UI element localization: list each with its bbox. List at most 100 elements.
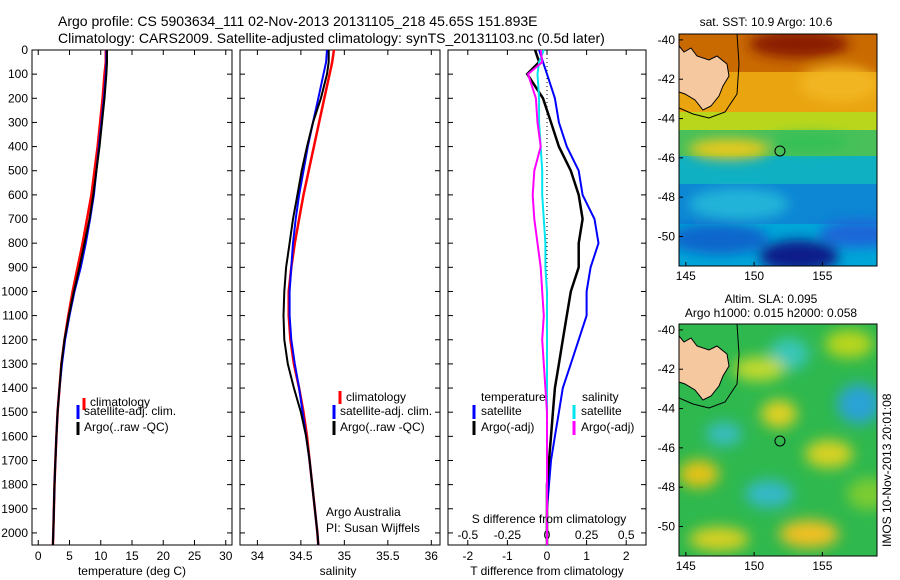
temperature-axis-ticks: 0 5 10 15 20 25 30 (35, 50, 233, 563)
lon-tick-label: 145 (676, 559, 696, 573)
depth-tick-label: 1300 (1, 357, 28, 371)
s-tick-label: 0.5 (618, 528, 635, 542)
x-tick-label: 34 (251, 549, 265, 563)
temperature-xlabel: temperature (deg C) (78, 564, 186, 578)
s-difference-axis-ticks: -0.5-0.2500.250.5 (457, 528, 634, 542)
depth-tick-label: 700 (8, 212, 28, 226)
sla-map-image (679, 324, 877, 556)
sla-lat-ticks: -40 -42 -44 -46 -48 -50 (658, 323, 683, 534)
difference-series (525, 49, 600, 545)
x-tick-label: 0 (35, 549, 42, 563)
salinity-xlabel: salinity (320, 564, 357, 578)
temperature-plot-frame (31, 49, 233, 546)
legend-label-s-satellite: satellite (581, 404, 622, 418)
temperature-argo-diff-line (525, 49, 584, 545)
difference-legend: temperature satellite Argo(-adj) salinit… (472, 390, 634, 435)
legend-label-s-argo: Argo(-adj) (581, 420, 634, 434)
x-tick-label: 5 (66, 549, 73, 563)
lat-tick-label: -48 (658, 190, 676, 204)
sla-map-panel: Altim. SLA: 0.095 Argo h1000: 0.015 h200… (658, 292, 878, 573)
depth-tick-label: 300 (8, 115, 28, 129)
salinity-depth-ticks (240, 49, 440, 534)
depth-tick-label: 1700 (1, 453, 28, 467)
legend-label-climatology: climatology (346, 390, 406, 404)
x-tick-label: 1 (583, 549, 590, 563)
sla-map-frame (678, 323, 878, 557)
lat-tick-label: -46 (658, 441, 676, 455)
salinity-argo-diff-line (526, 49, 548, 545)
salinity-axis-ticks: 34 34.5 35 35.5 36 (251, 50, 439, 563)
depth-tick-label: 500 (8, 164, 28, 178)
lon-tick-label: 150 (744, 269, 764, 283)
lat-tick-label: -40 (658, 33, 676, 47)
lat-tick-label: -42 (658, 362, 676, 376)
lat-tick-label: -48 (658, 480, 676, 494)
legend-label-argo: Argo(..raw -QC) (340, 420, 425, 434)
lon-tick-label: 145 (676, 269, 696, 283)
x-tick-label: 25 (188, 549, 202, 563)
s-tick-label: -0.25 (494, 528, 522, 542)
series-line-argo-raw-qc- (282, 50, 330, 546)
depth-tick-label: 1200 (1, 333, 28, 347)
legend-label-t-argo: Argo(-adj) (481, 420, 534, 434)
depth-tick-label: 1600 (1, 429, 28, 443)
x-tick-label: -1 (502, 549, 513, 563)
lat-tick-label: -44 (658, 112, 676, 126)
x-tick-label: 35 (338, 549, 352, 563)
depth-tick-label: 2000 (1, 526, 28, 540)
depth-tick-label: 900 (8, 260, 28, 274)
depth-axis-ticks: 0 100 200 300 400 500 600 700 800 900 1000 1100 1200… (1, 43, 232, 540)
temperature-profile-panel: 0100200300400500600700800900100011001200… (1, 43, 232, 578)
temperature-satellite-diff-line (538, 49, 600, 545)
x-tick-label: 2 (623, 549, 630, 563)
lat-tick-label: -46 (658, 151, 676, 165)
sst-map-frame (678, 33, 878, 267)
t-difference-xlabel: T difference from climatology (470, 564, 624, 578)
lat-tick-label: -50 (658, 230, 676, 244)
temperature-series (51, 50, 108, 546)
x-tick-label: 34.5 (289, 549, 313, 563)
lat-tick-label: -50 (658, 520, 676, 534)
legend-label-satellite: satellite-adj. clim. (84, 404, 176, 418)
s-tick-label: -0.5 (457, 528, 478, 542)
legend-heading-temperature: temperature (481, 390, 546, 404)
figure-title-line2: Climatology: CARS2009. Satellite-adjuste… (58, 30, 605, 46)
depth-tick-label: 0 (21, 43, 28, 57)
annotation-pi: PI: Susan Wijffels (326, 521, 420, 535)
depth-tick-label: 1800 (1, 478, 28, 492)
sst-map-image (679, 34, 877, 266)
sst-argo-location-marker (774, 145, 786, 157)
lat-tick-label: -44 (658, 402, 676, 416)
sst-lat-ticks: -40 -42 -44 -46 -48 -50 (658, 33, 683, 244)
x-tick-label: 0 (544, 549, 551, 563)
x-tick-label: 36 (425, 549, 439, 563)
salinity-legend: climatology satellite-adj. clim. Argo(..… (332, 390, 432, 435)
legend-heading-salinity: salinity (582, 390, 619, 404)
sst-map-panel: sat. SST: 10.9 Argo: 10.6 (658, 15, 878, 283)
sst-map-title: sat. SST: 10.9 Argo: 10.6 (700, 15, 833, 29)
difference-depth-ticks (448, 49, 646, 534)
depth-tick-label: 1400 (1, 381, 28, 395)
depth-tick-label: 200 (8, 91, 28, 105)
x-tick-label: 10 (94, 549, 108, 563)
lon-tick-label: 155 (812, 269, 832, 283)
depth-tick-label: 1000 (1, 284, 28, 298)
temperature-legend: climatology satellite-adj. clim. Argo(..… (76, 395, 176, 435)
figure-title-line1: Argo profile: CS 5903634_111 02-Nov-2013… (58, 13, 538, 29)
legend-label-t-satellite: satellite (481, 404, 522, 418)
sla-argo-location-marker (774, 435, 786, 447)
x-tick-label: 20 (157, 549, 171, 563)
depth-tick-label: 800 (8, 236, 28, 250)
x-tick-label: 35.5 (376, 549, 400, 563)
s-tick-label: 0.25 (575, 528, 599, 542)
sla-map-title-line1: Altim. SLA: 0.095 (725, 292, 818, 306)
legend-label-climatology: climatology (90, 395, 150, 409)
depth-tick-label: 400 (8, 140, 28, 154)
legend-label-satellite: satellite-adj. clim. (340, 404, 432, 418)
lon-tick-label: 150 (744, 559, 764, 573)
sla-map-title-line2: Argo h1000: 0.015 h2000: 0.058 (685, 306, 857, 320)
legend-label-argo: Argo(..raw -QC) (84, 420, 169, 434)
lat-tick-label: -42 (658, 72, 676, 86)
salinity-series (282, 49, 336, 546)
